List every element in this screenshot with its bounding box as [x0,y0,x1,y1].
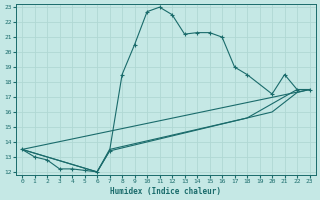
X-axis label: Humidex (Indice chaleur): Humidex (Indice chaleur) [110,187,221,196]
